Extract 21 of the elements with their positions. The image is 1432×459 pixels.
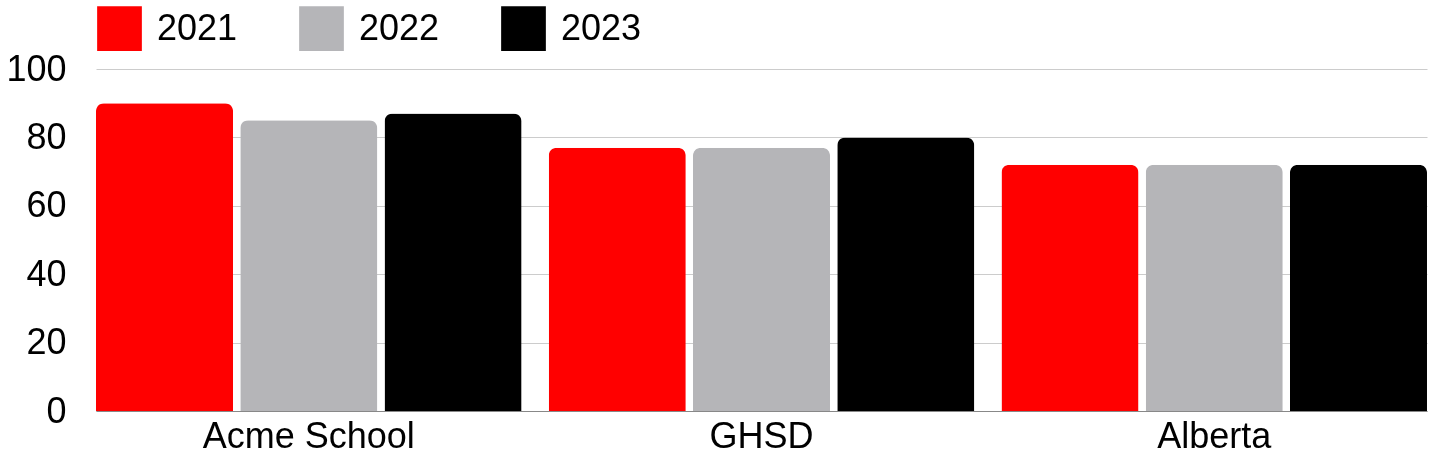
bar [837, 137, 975, 411]
bar [1001, 164, 1139, 411]
bar [96, 103, 234, 411]
bar [240, 120, 378, 411]
y-tick-label: 80 [26, 115, 67, 157]
legend-label: 2022 [359, 6, 440, 48]
x-tick-label: Alberta [1157, 414, 1273, 456]
bar [692, 147, 831, 411]
bar [1145, 164, 1283, 411]
y-tick-label: 100 [6, 47, 67, 89]
y-tick-label: 40 [26, 252, 67, 294]
legend-label: 2023 [561, 6, 642, 48]
bar [384, 113, 522, 411]
y-tick-label: 60 [26, 184, 67, 226]
y-tick-label: 20 [26, 321, 67, 363]
bar [548, 147, 686, 411]
x-tick-label: GHSD [709, 414, 814, 456]
legend-label: 2021 [157, 6, 238, 48]
x-tick-label: Acme School [202, 414, 415, 456]
bar [1289, 164, 1427, 411]
y-tick-label: 0 [46, 389, 67, 431]
